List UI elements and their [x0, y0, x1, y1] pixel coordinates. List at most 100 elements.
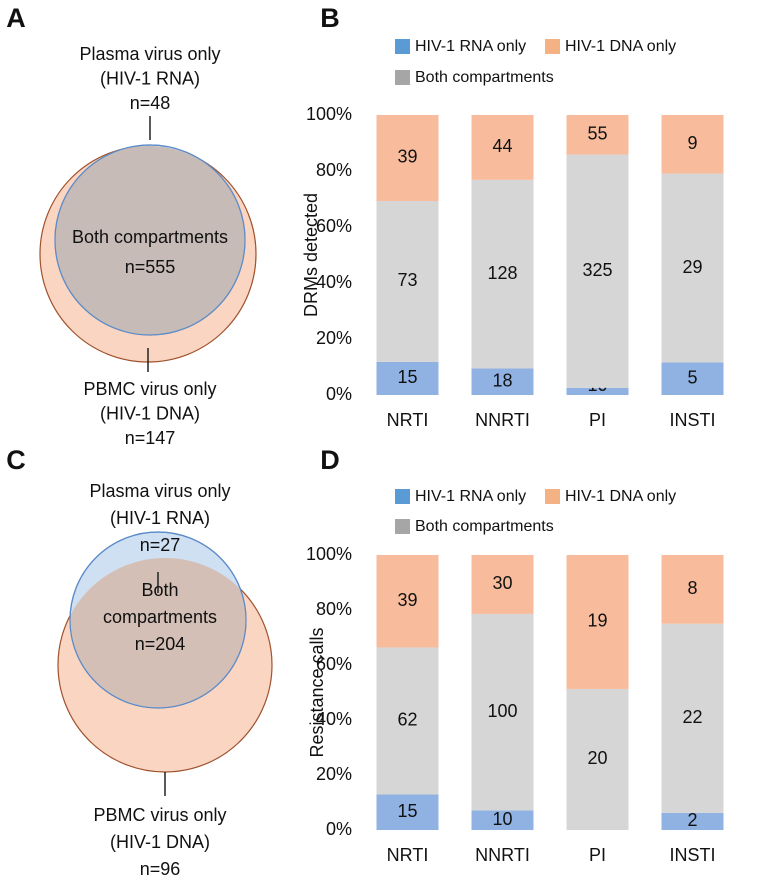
data-label: 5	[687, 367, 697, 387]
bar-segment	[376, 794, 439, 830]
y-tick-label: 60%	[316, 654, 352, 674]
data-label: 73	[397, 270, 417, 290]
region-label: (HIV-1 DNA)	[100, 403, 200, 423]
bar-segment	[661, 812, 724, 830]
x-tick-label: PI	[589, 410, 606, 430]
bar-segment	[661, 115, 724, 174]
data-label: 22	[682, 707, 702, 727]
y-tick-label: 40%	[316, 709, 352, 729]
region-label: (HIV-1 DNA)	[110, 832, 210, 852]
bar-segment	[376, 115, 439, 201]
panel-letter: C	[6, 445, 26, 475]
legend-swatch	[395, 39, 410, 54]
y-tick-label: 100%	[306, 544, 352, 564]
bar-segment	[376, 647, 439, 795]
x-tick-label: NNRTI	[475, 845, 530, 865]
region-count: n=147	[125, 428, 176, 448]
data-label: 55	[587, 123, 607, 143]
bar-segment	[566, 115, 629, 155]
legend-label: Both compartments	[415, 518, 554, 535]
region-label: Both compartments	[72, 227, 228, 247]
x-tick-label: INSTI	[669, 410, 715, 430]
data-label: 20	[587, 748, 607, 768]
data-label: 2	[687, 810, 697, 830]
region-label: compartments	[103, 607, 217, 627]
legend-label: HIV-1 DNA only	[565, 488, 676, 505]
bar-segment	[661, 173, 724, 363]
bar-segment	[566, 387, 629, 395]
x-tick-label: PI	[589, 845, 606, 865]
data-label: 29	[682, 257, 702, 277]
y-axis-title: DRMs detected	[301, 193, 321, 317]
region-label: PBMC virus only	[83, 379, 216, 399]
y-tick-label: 0%	[326, 819, 352, 839]
panel-letter: B	[320, 3, 340, 33]
region-count: n=27	[140, 535, 181, 555]
legend-swatch	[395, 70, 410, 85]
bar-segment	[566, 688, 629, 830]
legend-swatch	[395, 519, 410, 534]
bar-segment	[376, 555, 439, 648]
overlap	[70, 558, 246, 708]
data-label: 30	[492, 573, 512, 593]
y-tick-label: 100%	[306, 104, 352, 124]
region-count: n=204	[135, 634, 186, 654]
y-tick-label: 0%	[326, 384, 352, 404]
data-label: 15	[397, 801, 417, 821]
bar-segment	[471, 115, 534, 180]
legend-swatch	[545, 39, 560, 54]
bar-segment	[376, 361, 439, 395]
y-tick-label: 60%	[316, 216, 352, 236]
data-label: 62	[397, 710, 417, 730]
region-count: n=48	[130, 93, 171, 113]
data-label: 18	[492, 370, 512, 390]
region-label: Plasma virus only	[79, 44, 220, 64]
plasma-outline	[69, 531, 247, 709]
x-tick-label: NRTI	[387, 845, 429, 865]
data-label: 9	[687, 133, 697, 153]
bar-segment	[661, 362, 724, 395]
panel-letter: A	[6, 3, 26, 33]
bar-segment	[661, 555, 724, 624]
legend-label: HIV-1 RNA only	[415, 38, 526, 55]
legend-label: Both compartments	[415, 69, 554, 86]
data-label: 100	[487, 701, 517, 721]
legend-label: HIV-1 DNA only	[565, 38, 676, 55]
data-label: 128	[487, 263, 517, 283]
legend-swatch	[545, 489, 560, 504]
data-label: 44	[492, 136, 512, 156]
region-label: PBMC virus only	[93, 805, 226, 825]
y-tick-label: 20%	[316, 764, 352, 784]
bar-segment	[471, 179, 534, 369]
y-axis-title: Resistance calls	[307, 627, 327, 757]
region-count: n=96	[140, 859, 181, 877]
data-label: 39	[397, 147, 417, 167]
y-tick-label: 80%	[316, 599, 352, 619]
y-tick-label: 20%	[316, 328, 352, 348]
data-label: 19	[587, 611, 607, 631]
data-label: 15	[397, 367, 417, 387]
data-label: 325	[582, 260, 612, 280]
region-label: (HIV-1 RNA)	[100, 68, 200, 88]
legend-label: HIV-1 RNA only	[415, 488, 526, 505]
bar-segment	[471, 613, 534, 811]
x-tick-label: INSTI	[669, 845, 715, 865]
legend-swatch	[395, 489, 410, 504]
bar-segment	[566, 154, 629, 388]
bar-segment	[661, 623, 724, 813]
y-tick-label: 40%	[316, 272, 352, 292]
panel-letter: D	[320, 445, 340, 475]
data-label: 39	[397, 590, 417, 610]
bar-segment	[566, 555, 629, 689]
region-label: (HIV-1 RNA)	[110, 508, 210, 528]
data-label: 8	[687, 578, 697, 598]
data-label: 10	[492, 809, 512, 829]
region-label: Both	[141, 580, 178, 600]
x-tick-label: NRTI	[387, 410, 429, 430]
overlap	[55, 146, 245, 335]
bar-segment	[471, 368, 534, 395]
y-tick-label: 80%	[316, 160, 352, 180]
region-label: Plasma virus only	[89, 481, 230, 501]
x-tick-label: NNRTI	[475, 410, 530, 430]
